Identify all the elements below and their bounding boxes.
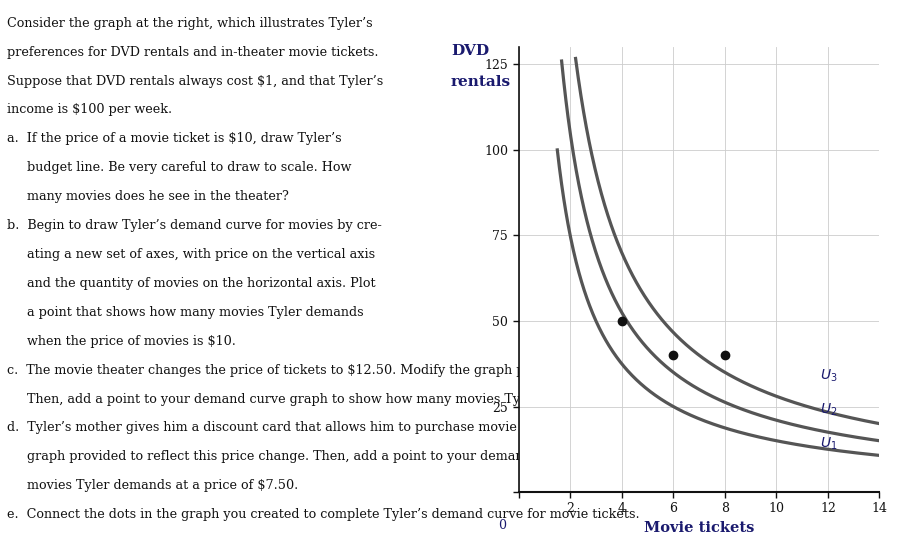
Text: preferences for DVD rentals and in-theater movie tickets.: preferences for DVD rentals and in-theat… xyxy=(6,46,378,58)
Text: when the price of movies is $10.: when the price of movies is $10. xyxy=(6,335,235,348)
Text: a.  If the price of a movie ticket is $10, draw Tyler’s: a. If the price of a movie ticket is $10… xyxy=(6,132,341,145)
Text: Consider the graph at the right, which illustrates Tyler’s: Consider the graph at the right, which i… xyxy=(6,17,373,29)
Text: $U_1$: $U_1$ xyxy=(820,436,838,453)
Text: $U_3$: $U_3$ xyxy=(820,368,838,384)
Text: $U_2$: $U_2$ xyxy=(820,402,838,418)
Text: ating a new set of axes, with price on the vertical axis: ating a new set of axes, with price on t… xyxy=(6,248,375,261)
Text: income is $100 per week.: income is $100 per week. xyxy=(6,103,171,116)
Text: Suppose that DVD rentals always cost $1, and that Tyler’s: Suppose that DVD rentals always cost $1,… xyxy=(6,75,383,87)
Text: c.  The movie theater changes the price of tickets to $12.50. Modify the graph p: c. The movie theater changes the price o… xyxy=(6,364,756,376)
Text: movies Tyler demands at a price of $7.50.: movies Tyler demands at a price of $7.50… xyxy=(6,479,298,492)
Text: graph provided to reflect this price change. Then, add a point to your demand cu: graph provided to reflect this price cha… xyxy=(6,450,737,463)
Text: d.  Tyler’s mother gives him a discount card that allows him to purchase movie t: d. Tyler’s mother gives him a discount c… xyxy=(6,421,740,434)
Text: b.  Begin to draw Tyler’s demand curve for movies by cre-: b. Begin to draw Tyler’s demand curve fo… xyxy=(6,219,382,232)
Text: many movies does he see in the theater?: many movies does he see in the theater? xyxy=(6,190,289,203)
Text: budget line. Be very careful to draw to scale. How: budget line. Be very careful to draw to … xyxy=(6,161,351,174)
Text: rentals: rentals xyxy=(451,75,511,89)
Text: Then, add a point to your demand curve graph to show how many movies Tyler deman: Then, add a point to your demand curve g… xyxy=(6,393,734,405)
Text: 0: 0 xyxy=(498,519,506,533)
Text: and the quantity of movies on the horizontal axis. Plot: and the quantity of movies on the horizo… xyxy=(6,277,375,290)
Text: e.  Connect the dots in the graph you created to complete Tyler’s demand curve f: e. Connect the dots in the graph you cre… xyxy=(6,508,640,521)
Text: a point that shows how many movies Tyler demands: a point that shows how many movies Tyler… xyxy=(6,306,364,319)
X-axis label: Movie tickets: Movie tickets xyxy=(644,521,754,535)
Text: DVD: DVD xyxy=(451,44,489,58)
